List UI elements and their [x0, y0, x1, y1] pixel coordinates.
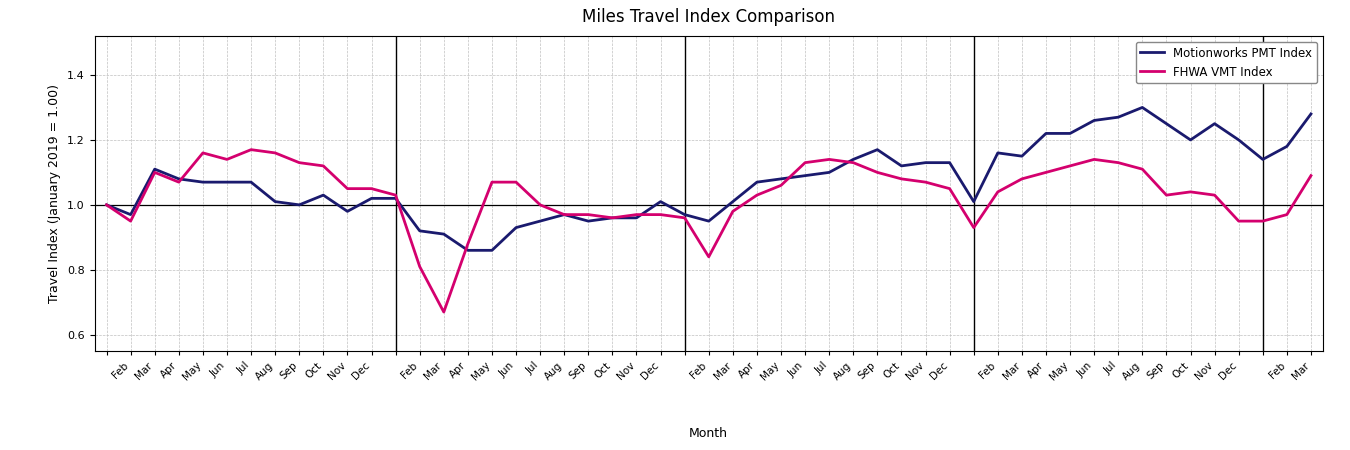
- Legend: Motionworks PMT Index, FHWA VMT Index: Motionworks PMT Index, FHWA VMT Index: [1135, 42, 1318, 83]
- FHWA VMT Index: [1014, 176, 1030, 182]
- FHWA VMT Index: [1303, 173, 1319, 178]
- Motionworks PMT Index: [508, 225, 524, 230]
- FHWA VMT Index: [99, 202, 115, 207]
- FHWA VMT Index: [532, 202, 548, 207]
- FHWA VMT Index: [243, 147, 259, 153]
- FHWA VMT Index: [1278, 212, 1295, 217]
- Motionworks PMT Index: [1134, 105, 1150, 110]
- Motionworks PMT Index: [990, 150, 1006, 156]
- Motionworks PMT Index: [483, 248, 499, 253]
- Line: FHWA VMT Index: FHWA VMT Index: [107, 150, 1311, 312]
- Motionworks PMT Index: [1278, 144, 1295, 149]
- Motionworks PMT Index: [363, 196, 379, 201]
- Motionworks PMT Index: [1303, 111, 1319, 117]
- Title: Miles Travel Index Comparison: Miles Travel Index Comparison: [582, 8, 836, 26]
- Motionworks PMT Index: [918, 160, 934, 165]
- Motionworks PMT Index: [460, 248, 477, 253]
- Line: Motionworks PMT Index: Motionworks PMT Index: [107, 108, 1311, 250]
- FHWA VMT Index: [508, 180, 524, 185]
- FHWA VMT Index: [436, 309, 452, 315]
- X-axis label: Month: Month: [690, 427, 728, 440]
- Y-axis label: Travel Index (January 2019 = 1.00): Travel Index (January 2019 = 1.00): [49, 84, 62, 303]
- Motionworks PMT Index: [99, 202, 115, 207]
- FHWA VMT Index: [941, 186, 957, 191]
- FHWA VMT Index: [387, 193, 404, 198]
